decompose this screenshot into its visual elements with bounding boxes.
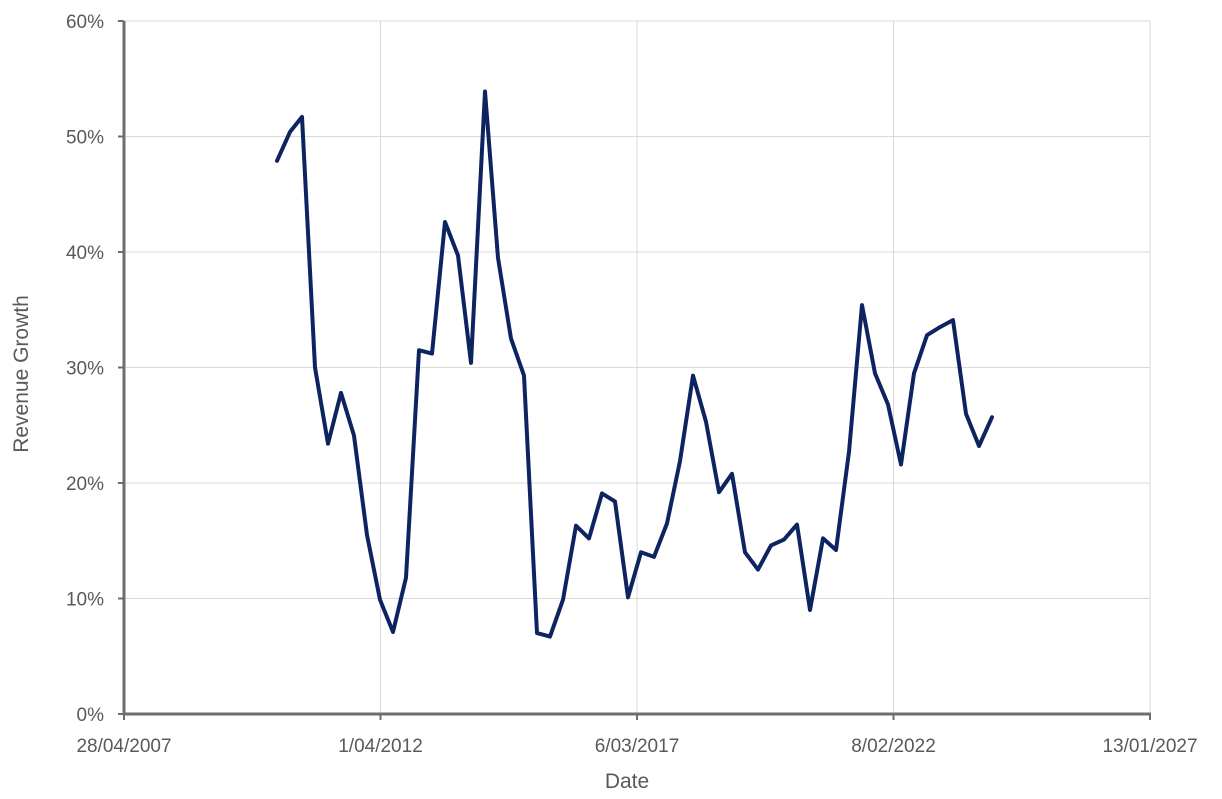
x-tick-label: 28/04/2007 [76, 736, 171, 757]
y-tick-label: 0% [77, 705, 105, 726]
y-tick-label: 60% [66, 12, 104, 33]
y-axis-ticks: 0% 10% 20% 30% 40% 50% 60% [66, 12, 124, 726]
y-tick-label: 30% [66, 359, 104, 380]
x-tick-label: 13/01/2027 [1102, 736, 1197, 757]
y-tick-label: 10% [66, 590, 104, 611]
x-axis-ticks: 28/04/2007 1/04/2012 6/03/2017 8/02/2022 13/… [76, 714, 1198, 757]
x-tick-label: 6/03/2017 [595, 736, 680, 757]
y-tick-label: 40% [66, 243, 104, 264]
y-tick-label: 50% [66, 128, 104, 149]
y-tick-label: 20% [66, 474, 104, 495]
x-tick-label: 8/02/2022 [851, 736, 936, 757]
x-tick-label: 1/04/2012 [338, 736, 423, 757]
y-axis-title: Revenue Growth [10, 295, 33, 453]
x-axis-title: Date [605, 770, 649, 793]
revenue-growth-line [275, 89, 994, 639]
